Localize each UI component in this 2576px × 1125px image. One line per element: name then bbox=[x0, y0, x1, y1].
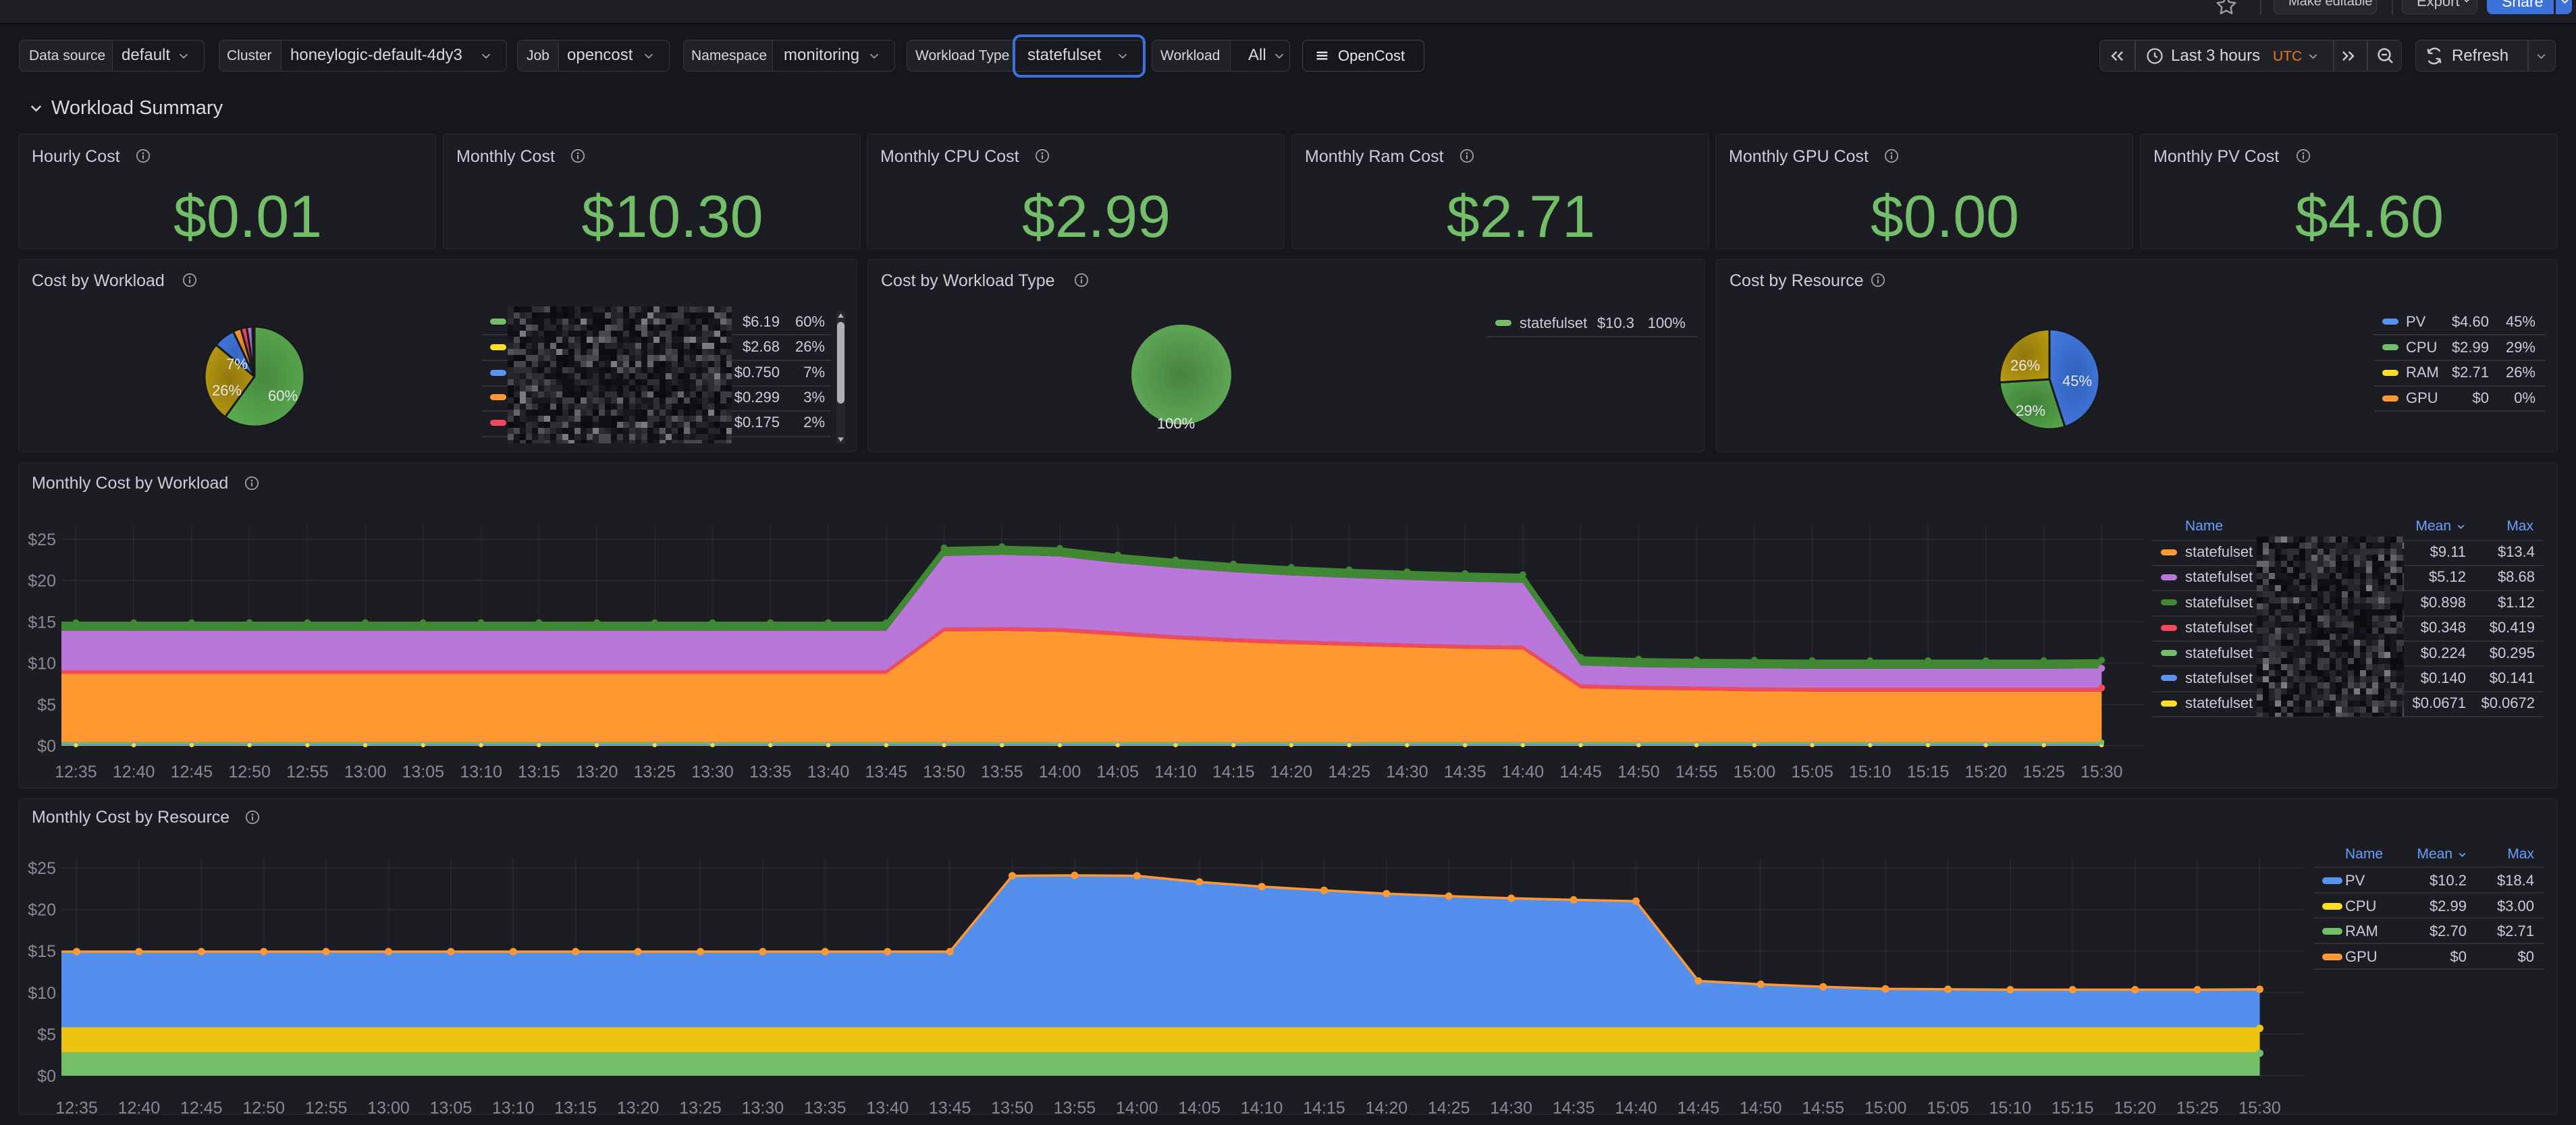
svg-text:$20: $20 bbox=[28, 572, 56, 591]
svg-text:29%: 29% bbox=[2016, 402, 2045, 419]
svg-text:12:55: 12:55 bbox=[305, 1099, 348, 1118]
svg-text:14:45: 14:45 bbox=[1678, 1099, 1720, 1118]
svg-text:15:30: 15:30 bbox=[2238, 1099, 2281, 1118]
svg-text:13:40: 13:40 bbox=[866, 1099, 909, 1118]
svg-text:14:00: 14:00 bbox=[1039, 763, 1081, 781]
svg-text:15:25: 15:25 bbox=[2022, 763, 2065, 781]
svg-text:13:35: 13:35 bbox=[804, 1099, 847, 1118]
svg-text:14:35: 14:35 bbox=[1444, 763, 1486, 781]
svg-text:13:30: 13:30 bbox=[742, 1099, 784, 1118]
svg-text:13:30: 13:30 bbox=[691, 763, 734, 781]
svg-text:13:10: 13:10 bbox=[492, 1099, 535, 1118]
svg-text:13:10: 13:10 bbox=[460, 763, 502, 781]
svg-text:$10: $10 bbox=[28, 655, 56, 674]
svg-text:$15: $15 bbox=[28, 942, 56, 961]
svg-text:13:40: 13:40 bbox=[807, 763, 850, 781]
svg-text:13:55: 13:55 bbox=[1054, 1099, 1096, 1118]
svg-text:13:00: 13:00 bbox=[367, 1099, 410, 1118]
svg-text:13:05: 13:05 bbox=[402, 763, 445, 781]
svg-text:13:05: 13:05 bbox=[430, 1099, 473, 1118]
svg-text:14:40: 14:40 bbox=[1502, 763, 1545, 781]
svg-text:$5: $5 bbox=[37, 1025, 56, 1044]
svg-text:$10: $10 bbox=[28, 984, 56, 1003]
svg-text:15:15: 15:15 bbox=[2051, 1099, 2094, 1118]
svg-text:14:50: 14:50 bbox=[1617, 763, 1660, 781]
svg-text:14:20: 14:20 bbox=[1366, 1099, 1408, 1118]
svg-text:14:55: 14:55 bbox=[1802, 1099, 1844, 1118]
svg-text:45%: 45% bbox=[2062, 373, 2092, 389]
svg-text:12:45: 12:45 bbox=[180, 1099, 223, 1118]
svg-text:14:10: 14:10 bbox=[1241, 1099, 1283, 1118]
svg-text:12:50: 12:50 bbox=[228, 763, 271, 781]
svg-text:$5: $5 bbox=[37, 696, 56, 715]
svg-text:12:40: 12:40 bbox=[113, 763, 155, 781]
svg-text:15:00: 15:00 bbox=[1864, 1099, 1907, 1118]
svg-text:15:10: 15:10 bbox=[1989, 1099, 2032, 1118]
svg-text:12:35: 12:35 bbox=[55, 1099, 98, 1118]
svg-text:14:00: 14:00 bbox=[1116, 1099, 1158, 1118]
svg-text:12:50: 12:50 bbox=[242, 1099, 285, 1118]
svg-text:13:15: 13:15 bbox=[518, 763, 560, 781]
svg-text:15:00: 15:00 bbox=[1734, 763, 1776, 781]
svg-text:14:15: 14:15 bbox=[1212, 763, 1255, 781]
svg-text:15:05: 15:05 bbox=[1927, 1099, 1969, 1118]
svg-text:15:25: 15:25 bbox=[2176, 1099, 2219, 1118]
svg-text:13:00: 13:00 bbox=[344, 763, 387, 781]
svg-text:14:35: 14:35 bbox=[1553, 1099, 1595, 1118]
svg-text:$25: $25 bbox=[28, 859, 56, 878]
svg-text:$25: $25 bbox=[28, 530, 56, 549]
svg-text:14:25: 14:25 bbox=[1428, 1099, 1470, 1118]
svg-text:26%: 26% bbox=[2010, 357, 2040, 374]
svg-text:14:55: 14:55 bbox=[1675, 763, 1718, 781]
svg-text:100%: 100% bbox=[1157, 415, 1195, 429]
svg-text:15:05: 15:05 bbox=[1791, 763, 1833, 781]
svg-text:14:10: 14:10 bbox=[1154, 763, 1197, 781]
svg-text:13:20: 13:20 bbox=[617, 1099, 660, 1118]
svg-text:13:45: 13:45 bbox=[929, 1099, 971, 1118]
svg-text:14:30: 14:30 bbox=[1490, 1099, 1532, 1118]
svg-text:13:25: 13:25 bbox=[679, 1099, 722, 1118]
svg-text:$0: $0 bbox=[37, 737, 56, 756]
svg-text:15:10: 15:10 bbox=[1849, 763, 1891, 781]
svg-text:60%: 60% bbox=[268, 387, 298, 404]
svg-text:13:20: 13:20 bbox=[576, 763, 618, 781]
svg-text:12:45: 12:45 bbox=[171, 763, 213, 781]
svg-text:14:30: 14:30 bbox=[1386, 763, 1428, 781]
svg-text:13:50: 13:50 bbox=[923, 763, 965, 781]
svg-text:12:55: 12:55 bbox=[286, 763, 329, 781]
svg-text:14:45: 14:45 bbox=[1559, 763, 1602, 781]
svg-text:12:40: 12:40 bbox=[118, 1099, 161, 1118]
svg-text:$20: $20 bbox=[28, 901, 56, 920]
svg-text:$0: $0 bbox=[37, 1067, 56, 1086]
svg-text:15:20: 15:20 bbox=[2114, 1099, 2156, 1118]
svg-text:14:40: 14:40 bbox=[1615, 1099, 1657, 1118]
svg-text:14:05: 14:05 bbox=[1096, 763, 1139, 781]
svg-text:14:05: 14:05 bbox=[1178, 1099, 1220, 1118]
svg-text:13:55: 13:55 bbox=[981, 763, 1023, 781]
svg-text:14:25: 14:25 bbox=[1328, 763, 1370, 781]
svg-text:13:15: 13:15 bbox=[554, 1099, 597, 1118]
svg-text:12:35: 12:35 bbox=[55, 763, 97, 781]
svg-text:13:50: 13:50 bbox=[991, 1099, 1034, 1118]
svg-text:15:30: 15:30 bbox=[2081, 763, 2123, 781]
svg-text:13:25: 13:25 bbox=[634, 763, 676, 781]
svg-text:14:50: 14:50 bbox=[1740, 1099, 1782, 1118]
svg-text:26%: 26% bbox=[212, 382, 242, 399]
svg-text:7%: 7% bbox=[226, 356, 248, 373]
svg-text:14:15: 14:15 bbox=[1303, 1099, 1345, 1118]
svg-text:13:35: 13:35 bbox=[749, 763, 792, 781]
svg-text:13:45: 13:45 bbox=[865, 763, 908, 781]
svg-text:$15: $15 bbox=[28, 613, 56, 632]
svg-text:14:20: 14:20 bbox=[1270, 763, 1313, 781]
svg-text:15:15: 15:15 bbox=[1907, 763, 1950, 781]
svg-text:15:20: 15:20 bbox=[1965, 763, 2008, 781]
